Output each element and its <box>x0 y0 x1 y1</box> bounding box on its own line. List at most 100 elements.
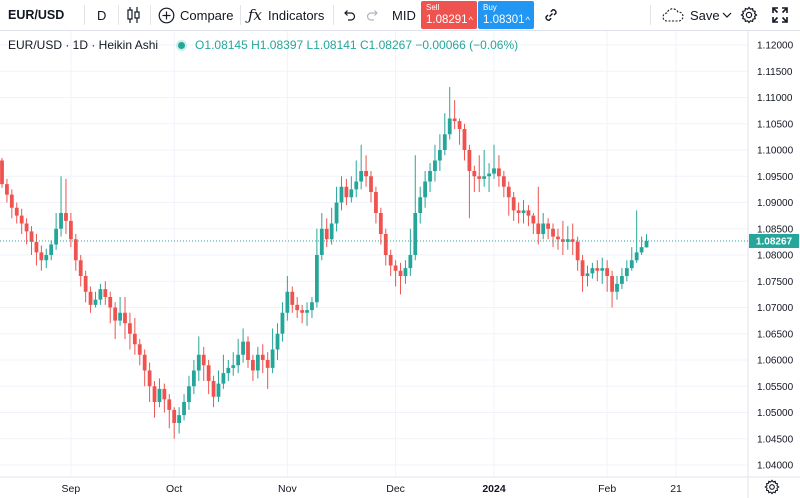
price-tick-label: 1.10500 <box>757 119 794 130</box>
price-chart[interactable]: 1.04000 1.04500 1.05000 1.05500 1.06000 1.065… <box>0 31 800 498</box>
sell-button[interactable]: Sell 1.08291^ <box>421 1 477 29</box>
candle-body <box>482 176 487 179</box>
candle-body <box>383 234 388 255</box>
candles-icon[interactable] <box>126 0 142 30</box>
chart-legend: EUR/USD · 1D · Heikin Ashi O 1.08145 H 1.0… <box>8 38 518 52</box>
candle-body <box>477 176 482 179</box>
candle-body <box>137 344 142 355</box>
legend-title[interactable]: EUR/USD · 1D · Heikin Ashi <box>8 38 159 52</box>
candle-body <box>590 268 595 274</box>
interval-button[interactable]: D <box>97 7 107 23</box>
legend-change: −0.00066 (−0.06%) <box>415 38 519 52</box>
toolbar-divider <box>333 5 334 25</box>
candle-body <box>428 171 432 182</box>
candle-body <box>310 302 314 311</box>
candle-body <box>329 223 334 240</box>
candle-body <box>59 213 63 229</box>
indicators-label: Indicators <box>268 7 325 23</box>
candle-body <box>128 323 132 334</box>
price-tick-label: 1.05000 <box>757 408 794 419</box>
candle-body <box>506 186 511 198</box>
candle-body <box>620 276 624 284</box>
candle-body <box>501 176 506 187</box>
candle-body <box>378 213 383 234</box>
candle-body <box>251 360 255 371</box>
compare-button[interactable]: Compare <box>158 0 233 30</box>
buy-label: Buy <box>483 3 497 12</box>
undo-icon[interactable] <box>342 0 356 30</box>
candle-body <box>314 255 319 303</box>
fx-icon: ƒx <box>248 6 263 24</box>
candle-body <box>374 192 378 213</box>
candle-body <box>516 210 521 213</box>
market-status-icon <box>178 41 186 49</box>
time-tick-label: Sep <box>62 483 81 495</box>
candle-body <box>14 207 19 216</box>
candle-body <box>413 213 418 255</box>
last-price-marker: 1.08267 <box>0 233 799 248</box>
toolbar-divider <box>150 5 151 25</box>
price-tick-label: 1.10000 <box>757 146 794 157</box>
candle-body <box>595 268 600 271</box>
save-button[interactable]: Save <box>662 0 720 30</box>
caret-up-icon: ^ <box>525 15 530 25</box>
candle-body <box>191 370 196 387</box>
candle-body <box>241 341 245 355</box>
toolbar-divider <box>118 5 119 25</box>
redo-icon[interactable] <box>366 0 380 30</box>
candle-body <box>206 365 211 381</box>
gear-icon[interactable] <box>764 479 780 495</box>
candle-body <box>260 354 265 360</box>
chevron-down-icon[interactable] <box>722 0 732 30</box>
candle-body <box>497 168 501 177</box>
candle-body <box>600 268 605 271</box>
candle-body <box>83 276 88 292</box>
candles-series <box>0 87 649 439</box>
candle-body <box>152 386 157 402</box>
fullscreen-icon[interactable] <box>772 0 788 30</box>
candle-body <box>236 354 241 366</box>
cloud-icon <box>662 8 684 22</box>
candle-body <box>147 370 152 387</box>
sell-price: 1.08291 <box>426 14 468 26</box>
candle-body <box>216 383 221 397</box>
candle-body <box>610 276 614 292</box>
candle-body <box>359 171 364 182</box>
candle-body <box>570 239 575 242</box>
gear-icon[interactable] <box>740 0 758 30</box>
candle-body <box>615 283 619 292</box>
candle-body <box>103 289 108 297</box>
time-tick-label: Oct <box>166 483 182 495</box>
symbol-search-button[interactable]: EUR/USD <box>8 8 65 22</box>
candle-body <box>98 289 103 300</box>
price-axis[interactable] <box>748 31 800 477</box>
candle-body <box>177 415 182 423</box>
candle-body <box>634 252 639 261</box>
candle-body <box>467 150 472 171</box>
candle-body <box>211 381 216 397</box>
candle-body <box>270 349 275 368</box>
candle-body <box>280 312 285 334</box>
candle-body <box>462 129 467 150</box>
legend-close: 1.08267 <box>368 38 413 52</box>
price-tick-label: 1.09500 <box>757 172 794 183</box>
buy-price: 1.08301 <box>483 14 525 26</box>
candle-body <box>221 373 226 384</box>
candle-body <box>290 291 295 305</box>
candle-body <box>526 210 531 216</box>
link-icon[interactable] <box>542 0 560 30</box>
candle-body <box>226 367 231 374</box>
candle-body <box>73 239 78 261</box>
time-axis-ticks: Sep Oct Nov Dec 2024 Feb 21 <box>62 483 682 495</box>
indicators-button[interactable]: ƒx Indicators <box>248 0 324 30</box>
price-tick-label: 1.09000 <box>757 198 794 209</box>
plus-circle-icon <box>158 7 175 23</box>
candle-body <box>585 273 590 276</box>
candle-body <box>162 388 167 400</box>
candle-body <box>265 360 270 368</box>
candle-body <box>88 291 93 305</box>
price-source-label[interactable]: MID <box>392 7 416 23</box>
price-tick-label: 1.12000 <box>757 41 794 52</box>
buy-button[interactable]: Buy 1.08301^ <box>478 1 534 29</box>
candle-body <box>123 312 127 324</box>
